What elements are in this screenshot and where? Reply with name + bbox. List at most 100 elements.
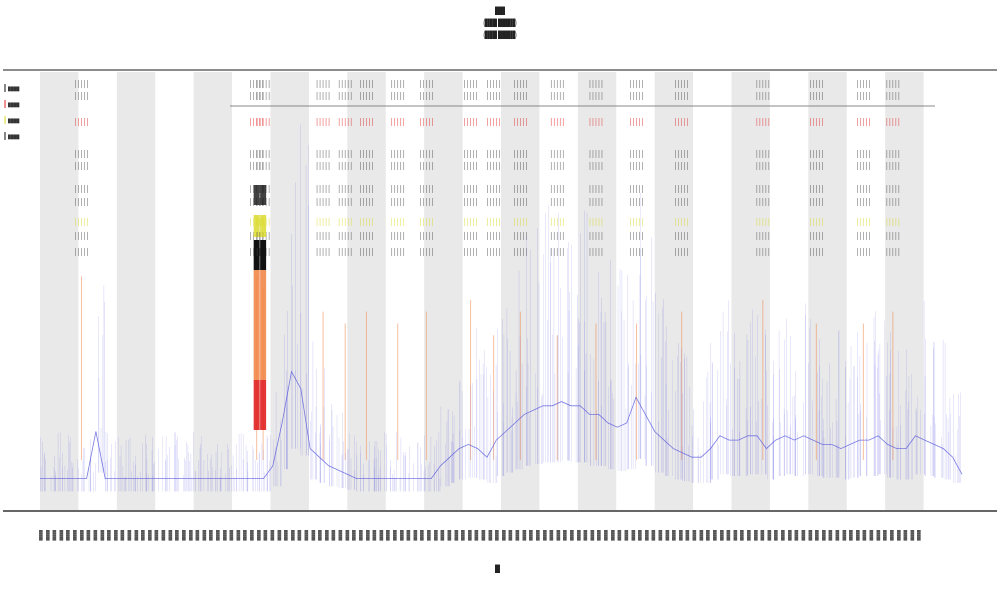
x-tick-label: █████ [53,530,57,542]
x-tick-label: █████ [638,530,642,542]
x-tick-label: █████ [468,530,472,542]
x-tick-label: █████ [890,530,894,542]
legend-label-1: ████ [8,102,20,108]
x-tick-label: █████ [502,530,506,542]
x-tick-label: █████ [128,530,132,542]
band-20 [808,72,847,510]
x-tick-label: █████ [836,530,840,542]
legend-label-3: ████ [8,134,20,140]
x-tick-label: █████ [114,530,118,542]
x-tick-label: █████ [264,530,268,542]
x-tick-label: █████ [298,530,302,542]
x-tick-label: █████ [59,530,63,542]
x-tick-label: █████ [66,530,70,542]
x-tick-label: █████ [434,530,438,542]
hotspot-dark-top [260,185,267,205]
chart-title: ████ [495,8,505,15]
x-tick-label: █████ [482,530,486,542]
track-column-2 [256,80,270,460]
x-tick-label: █████ [536,530,540,542]
band-22 [885,72,924,510]
x-tick-label: █████ [767,530,771,542]
x-tick-label: █████ [781,530,785,542]
track-column-7 [420,80,433,460]
x-tick-labels: █████ █████ █████ █████ █████ █████ █████ █████… [39,530,921,542]
band-2 [116,72,156,510]
x-tick-label: █████ [230,530,234,542]
x-tick-label: █████ [876,530,880,542]
x-tick-label: █████ [686,530,690,542]
track-column-11 [550,80,564,460]
x-axis-label: █ [495,566,500,573]
x-tick-label: █████ [699,530,703,542]
track-column-3 [316,80,330,460]
x-tick-label: █████ [659,530,663,542]
x-tick-label: █████ [645,530,649,542]
hotspot-yellow [253,215,260,237]
chart-subtitle-1: (█████ ███████) [483,20,517,27]
x-tick-label: █████ [393,530,397,542]
x-tick-label: █████ [318,530,322,542]
x-tick-label: █████ [577,530,581,542]
x-tick-label: █████ [631,530,635,542]
track-column-10 [514,80,527,460]
x-tick-label: █████ [849,530,853,542]
x-tick-label: █████ [311,530,315,542]
track-column-17 [857,80,870,460]
track-column-16 [810,80,823,460]
x-tick-label: █████ [209,530,213,542]
x-tick-label: █████ [829,530,833,542]
track-column-0 [75,80,88,460]
x-tick-label: █████ [917,530,921,542]
x-tick-label: █████ [271,530,275,542]
x-tick-label: █████ [39,530,43,542]
x-tick-label: █████ [454,530,458,542]
band-18 [731,72,770,510]
hotspot-orange [253,270,260,380]
x-tick-label: █████ [325,530,329,542]
x-tick-label: █████ [802,530,806,542]
x-tick-label: █████ [720,530,724,542]
x-tick-label: █████ [196,530,200,542]
x-tick-label: █████ [236,530,240,542]
x-tick-label: █████ [679,530,683,542]
x-tick-label: █████ [250,530,254,542]
x-tick-label: █████ [550,530,554,542]
x-tick-label: █████ [883,530,887,542]
track-column-8 [464,80,477,460]
x-tick-label: █████ [400,530,404,542]
x-tick-label: █████ [427,530,431,542]
hotspot-orange [260,270,267,380]
x-tick-label: █████ [808,530,812,542]
x-tick-label: █████ [94,530,98,542]
x-tick-label: █████ [243,530,247,542]
band-6 [270,72,309,510]
x-tick-label: █████ [788,530,792,542]
x-tick-label: █████ [216,530,220,542]
x-tick-label: █████ [774,530,778,542]
track-column-9 [487,80,500,460]
x-tick-label: █████ [413,530,417,542]
x-tick-label: █████ [168,530,172,542]
chart-titles: ████ (█████ ███████) (█████ ███████) [0,6,1000,42]
x-tick-label: █████ [379,530,383,542]
x-tick-label: █████ [516,530,520,542]
hotspot-dark [253,240,260,270]
x-tick-label: █████ [332,530,336,542]
x-tick-label: █████ [475,530,479,542]
x-tick-label: █████ [672,530,676,542]
x-tick-label: █████ [652,530,656,542]
x-tick-label: █████ [509,530,513,542]
x-tick-label: █████ [448,530,452,542]
x-tick-label: █████ [373,530,377,542]
x-tick-label: █████ [141,530,145,542]
x-tick-label: █████ [910,530,914,542]
band-0 [40,72,79,510]
x-tick-label: █████ [870,530,874,542]
x-tick-label: █████ [100,530,104,542]
x-tick-label: █████ [284,530,288,542]
x-tick-label: █████ [625,530,629,542]
x-tick-label: █████ [461,530,465,542]
x-tick-label: █████ [856,530,860,542]
